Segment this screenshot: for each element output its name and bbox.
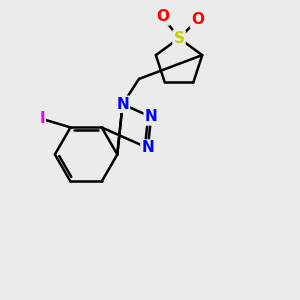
Text: N: N [145,110,158,124]
Text: O: O [191,12,204,27]
Text: S: S [174,31,184,46]
Text: N: N [142,140,154,155]
Text: N: N [116,97,129,112]
Text: O: O [156,9,169,24]
Text: I: I [39,111,45,126]
